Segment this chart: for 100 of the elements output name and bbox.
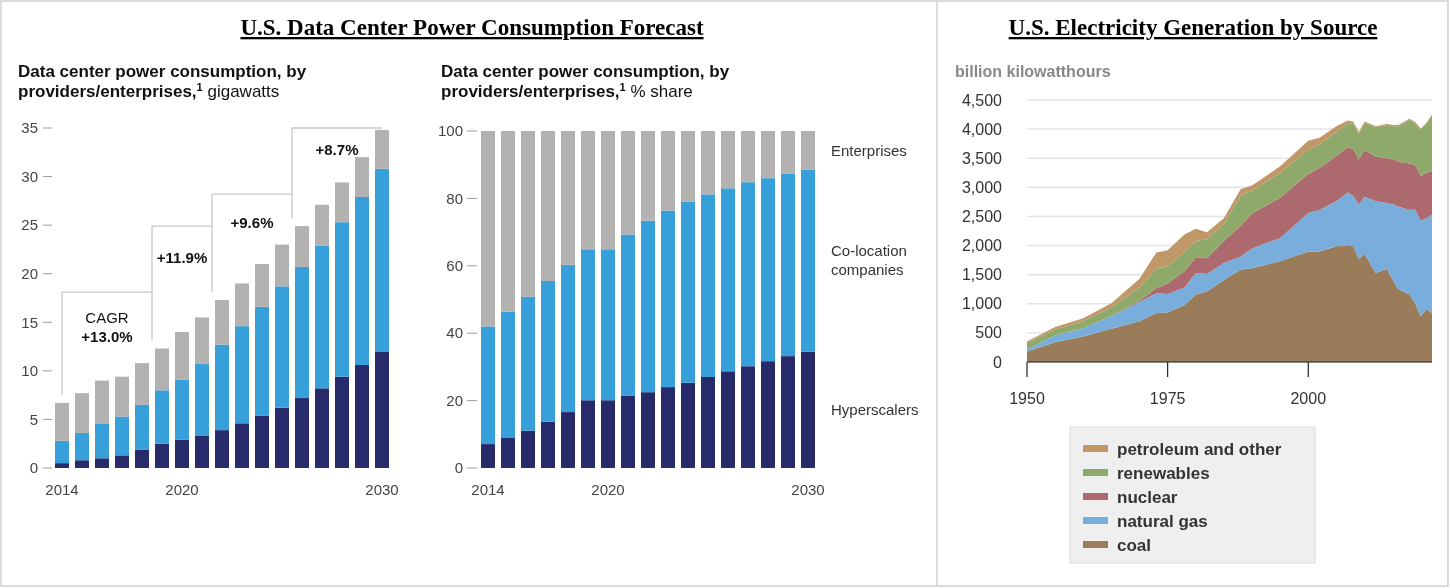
y-tick-label: 30 <box>21 167 38 185</box>
bar <box>581 400 595 468</box>
bar <box>195 317 209 365</box>
y-tick-label: 500 <box>975 324 1003 342</box>
bar <box>641 220 655 393</box>
y-tick-label: 2,500 <box>961 208 1003 226</box>
bar <box>255 264 269 307</box>
y-tick-label: 1,000 <box>961 295 1003 313</box>
bar <box>641 392 655 468</box>
bar <box>95 423 109 459</box>
text: U.S. Data Center Power Consumption Forecast <box>240 15 704 40</box>
annotation: +9.6% <box>230 214 274 232</box>
bar <box>781 173 795 357</box>
bar <box>561 131 575 265</box>
bar <box>761 361 775 468</box>
y-tick-label: 3,000 <box>961 178 1003 196</box>
bar <box>115 376 129 417</box>
bar <box>375 351 389 468</box>
y-tick-label: 100 <box>437 122 463 140</box>
x-tick-label: 2030 <box>365 481 399 498</box>
y-tick-label: 1,500 <box>961 266 1003 284</box>
bar <box>155 390 169 444</box>
bar <box>275 407 289 468</box>
y-tick-label: 15 <box>21 313 38 331</box>
bar <box>195 435 209 468</box>
bar <box>681 201 695 383</box>
bar <box>155 348 169 391</box>
bar <box>255 306 269 416</box>
x-tick-label: 2020 <box>591 481 625 498</box>
legend-label: petroleum and other <box>1117 439 1282 459</box>
bar <box>721 371 735 468</box>
bar <box>541 131 555 281</box>
bar <box>501 438 515 468</box>
y-tick-label: 3,500 <box>961 149 1003 167</box>
bar <box>175 439 189 468</box>
bar <box>55 440 69 464</box>
annotation: +11.9% <box>156 249 208 267</box>
bar <box>175 332 189 380</box>
y-tick-label: 80 <box>446 189 463 207</box>
bar <box>781 131 795 174</box>
bar <box>315 204 329 246</box>
bar <box>501 311 515 439</box>
bar <box>275 286 289 408</box>
bar <box>95 380 109 424</box>
bar <box>521 131 535 297</box>
bar <box>295 398 309 468</box>
bar <box>721 188 735 372</box>
bar <box>741 366 755 468</box>
bar <box>561 264 575 413</box>
bar <box>521 296 535 431</box>
bar <box>135 363 149 405</box>
chart-title: U.S. Electricity Generation by Source <box>1008 15 1378 40</box>
bar <box>75 460 89 468</box>
x-tick-label: 2000 <box>1290 390 1327 407</box>
bar <box>741 182 755 367</box>
bar <box>661 210 675 388</box>
bar <box>621 234 635 396</box>
y-tick-label: 20 <box>21 264 38 282</box>
annotation: +8.7% <box>315 141 359 159</box>
y-tick-label: 0 <box>29 459 38 477</box>
bar <box>601 400 615 468</box>
bar <box>335 182 349 223</box>
legend-label: nuclear <box>1117 487 1178 507</box>
bar <box>801 351 815 468</box>
bar <box>661 131 675 211</box>
y-tick-label: 4,000 <box>961 120 1003 138</box>
bar <box>481 131 495 327</box>
bar <box>681 382 695 468</box>
bar <box>295 226 309 267</box>
bar <box>355 365 369 468</box>
bar <box>641 131 655 221</box>
bar <box>255 415 269 468</box>
bar <box>581 249 595 401</box>
y-tick-label: 20 <box>446 391 463 409</box>
x-tick-label: 1975 <box>1149 390 1186 407</box>
bar <box>701 377 715 468</box>
bar <box>215 299 229 345</box>
bar <box>601 131 615 250</box>
bar <box>621 131 635 235</box>
bar <box>275 244 289 287</box>
x-tick-label: 1950 <box>1009 390 1045 407</box>
y-tick-label: 0 <box>454 459 463 477</box>
bar <box>375 129 389 169</box>
bar <box>215 430 229 468</box>
bar <box>541 421 555 468</box>
bar <box>701 131 715 195</box>
bar <box>781 356 795 468</box>
bar <box>135 404 149 450</box>
bar <box>801 169 815 352</box>
bar <box>701 194 715 378</box>
bar <box>75 433 89 461</box>
bar <box>761 131 775 179</box>
series-label: Co-location companies <box>831 242 907 279</box>
bar <box>235 283 249 327</box>
bar <box>315 245 329 389</box>
y-tick-label: 25 <box>21 216 38 234</box>
bar <box>761 178 775 362</box>
bar <box>115 455 129 468</box>
series-label: Enterprises <box>831 141 907 159</box>
bar <box>75 393 89 434</box>
